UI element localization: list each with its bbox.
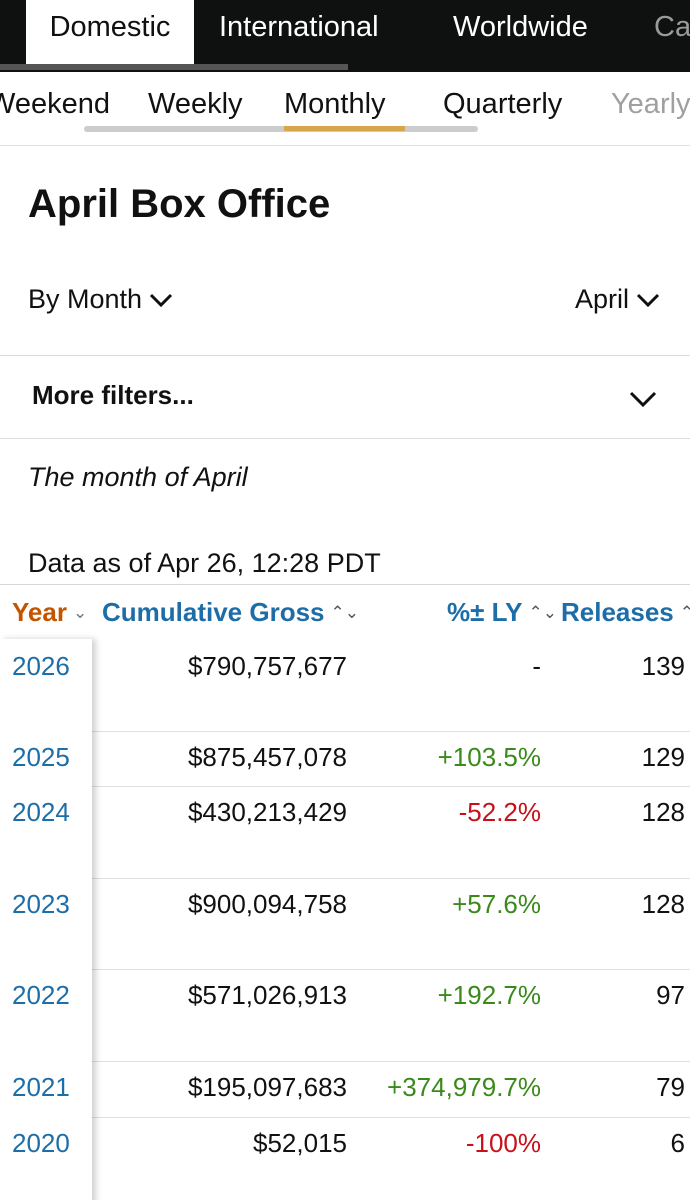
pct-change: -52.2% (458, 797, 541, 827)
sort-icon: ⌃⌄ (528, 602, 557, 622)
releases-count: 139 (641, 651, 685, 681)
column-header-pct-label: %± LY (447, 597, 523, 627)
row-divider (92, 969, 690, 970)
releases-count: 97 (656, 980, 685, 1010)
more-filters-toggle[interactable]: More filters... (32, 380, 194, 410)
month-dropdown[interactable]: April (575, 284, 661, 315)
pct-change: +192.7% (437, 980, 541, 1010)
tab-quarterly[interactable]: Quarterly (443, 88, 563, 120)
cumulative-gross: $430,213,429 (187, 797, 347, 827)
year-link[interactable]: 2020 (12, 1128, 70, 1158)
divider (0, 438, 690, 439)
cumulative-gross: $900,094,758 (187, 889, 347, 919)
sort-icon: ⌃⌄ (330, 602, 360, 622)
tab-calendar[interactable]: Ca (654, 11, 690, 43)
row-divider (92, 786, 690, 787)
row-divider (92, 878, 690, 879)
month-label: April (575, 284, 630, 314)
pct-change: -100% (465, 1128, 541, 1158)
chevron-down-icon (148, 290, 174, 310)
cumulative-gross: $875,457,078 (187, 742, 347, 772)
year-link[interactable]: 2022 (12, 980, 70, 1010)
tab-worldwide[interactable]: Worldwide (453, 11, 588, 43)
tab-weekly[interactable]: Weekly (148, 88, 243, 120)
tab-domestic[interactable]: Domestic (26, 0, 194, 64)
releases-count: 128 (641, 889, 685, 919)
cumulative-gross: $790,757,677 (187, 651, 347, 681)
cumulative-gross: $52,015 (253, 1128, 347, 1158)
year-link[interactable]: 2025 (12, 742, 70, 772)
by-month-label: By Month (28, 284, 143, 314)
releases-count: 79 (656, 1072, 685, 1102)
chevron-down-icon (635, 290, 661, 310)
column-header-releases[interactable]: Releases ⌃⌄ (561, 597, 690, 628)
row-divider (92, 1061, 690, 1062)
pct-change: - (532, 651, 541, 681)
column-header-releases-label: Releases (561, 597, 674, 627)
column-header-gross-label: Cumulative Gross (102, 597, 325, 627)
sort-icon: ⌃⌄ (680, 603, 690, 623)
year-link[interactable]: 2024 (12, 797, 70, 827)
tab-international[interactable]: International (219, 11, 379, 43)
period-tab-bar: Weekend Weekly Monthly Quarterly Yearly (0, 72, 690, 146)
year-link[interactable]: 2023 (12, 889, 70, 919)
row-divider (92, 731, 690, 732)
year-link[interactable]: 2026 (12, 651, 70, 681)
tab-monthly[interactable]: Monthly (284, 88, 386, 120)
tab-yearly[interactable]: Yearly (611, 88, 690, 120)
by-month-dropdown[interactable]: By Month (28, 284, 174, 315)
sort-descending-icon: ⌄ (72, 602, 88, 622)
releases-count: 6 (670, 1128, 685, 1158)
column-header-year[interactable]: Year ⌄ (12, 597, 87, 628)
column-header-cumulative-gross[interactable]: Cumulative Gross ⌃⌄ (102, 597, 359, 628)
data-timestamp: Data as of Apr 26, 12:28 PDT (28, 548, 381, 578)
active-tab-indicator (284, 126, 405, 131)
tab-weekend[interactable]: Weekend (0, 88, 110, 120)
releases-count: 129 (641, 742, 685, 772)
column-header-pct-ly[interactable]: %± LY ⌃⌄ (447, 597, 557, 628)
pct-change: +57.6% (452, 889, 541, 919)
pct-change: +374,979.7% (387, 1072, 541, 1102)
tab-scrollbar[interactable] (0, 64, 348, 70)
divider (0, 355, 690, 356)
box-office-table: Year ⌄ Cumulative Gross ⌃⌄ %± LY ⌃⌄ Rele… (0, 584, 690, 1200)
cumulative-gross: $571,026,913 (187, 980, 347, 1010)
year-column-background (0, 639, 92, 1200)
region-tab-bar: Domestic International Worldwide Ca (0, 0, 690, 72)
chevron-down-icon[interactable] (627, 387, 659, 411)
month-note: The month of April (28, 462, 248, 492)
cumulative-gross: $195,097,683 (187, 1072, 347, 1102)
pct-change: +103.5% (437, 742, 541, 772)
year-link[interactable]: 2021 (12, 1072, 70, 1102)
column-header-year-label: Year (12, 597, 67, 627)
page-title: April Box Office (28, 182, 331, 226)
period-tab-scrollbar[interactable] (84, 126, 478, 132)
row-divider (92, 1117, 690, 1118)
releases-count: 128 (641, 797, 685, 827)
